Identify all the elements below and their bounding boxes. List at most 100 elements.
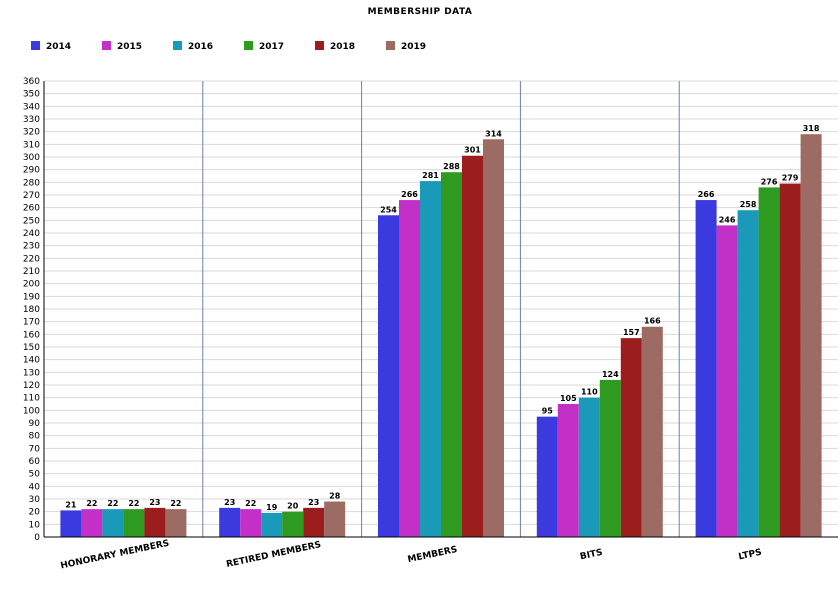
bar-2019-1 [324, 501, 346, 537]
y-tick-label-120: 120 [23, 381, 40, 391]
data-label-2017-4: 276 [761, 177, 778, 186]
bar-2018-2 [462, 155, 483, 537]
bar-2018-3 [620, 338, 642, 537]
y-tick-label-250: 250 [23, 216, 40, 226]
data-label-2017-3: 124 [602, 370, 619, 379]
y-tick-label-160: 160 [23, 330, 40, 340]
data-label-2015-1: 22 [245, 499, 256, 508]
data-label-2016-2: 281 [422, 171, 439, 180]
y-tick-label-270: 270 [23, 191, 40, 201]
bar-2017-3 [599, 379, 621, 537]
legend-swatch-2016 [173, 41, 182, 50]
bar-2019-4 [800, 134, 822, 537]
bar-2018-4 [779, 183, 801, 537]
data-label-2018-2: 301 [464, 146, 481, 155]
bar-2015-4 [716, 225, 738, 537]
bar-2017-4 [758, 187, 780, 537]
y-tick-label-70: 70 [29, 444, 41, 454]
y-tick-label-130: 130 [23, 368, 40, 378]
bar-2014-3 [536, 416, 558, 537]
y-tick-label-280: 280 [23, 178, 40, 188]
data-label-2014-4: 266 [698, 190, 715, 199]
y-axis-ticks: 0 10 20 30 40 50 60 70 80 90 100 110 120 130 140 150 160… [23, 77, 40, 543]
data-label-2016-4: 258 [740, 200, 757, 209]
bar-2017-0 [123, 509, 145, 537]
bar-2014-0 [60, 510, 82, 537]
y-tick-label-260: 260 [23, 204, 40, 214]
y-tick-label-220: 220 [23, 254, 40, 264]
bar-2016-1 [261, 512, 283, 537]
legend-label-2017: 2017 [259, 42, 284, 52]
data-label-2014-1: 23 [224, 498, 235, 507]
data-label-2015-2: 266 [401, 190, 418, 199]
data-label-2017-1: 20 [287, 502, 299, 511]
y-tick-label-80: 80 [29, 432, 41, 442]
bar-2014-1 [219, 507, 241, 537]
bar-2016-2 [420, 181, 441, 538]
data-label-2016-0: 22 [107, 499, 118, 508]
category-label-4: LTPS [738, 548, 763, 563]
y-tick-label-230: 230 [23, 242, 40, 252]
bars [60, 134, 822, 538]
data-label-2019-3: 166 [644, 317, 661, 326]
legend-swatch-2015 [102, 41, 111, 50]
y-tick-label-210: 210 [23, 267, 40, 277]
data-label-2017-2: 288 [443, 162, 460, 171]
axes [43, 81, 838, 538]
bar-2016-3 [578, 397, 600, 537]
data-label-2018-1: 23 [308, 498, 319, 507]
bar-2015-2 [399, 200, 420, 538]
y-tick-label-50: 50 [29, 470, 41, 480]
y-tick-label-10: 10 [29, 520, 41, 530]
legend-label-2016: 2016 [188, 42, 213, 52]
y-tick-label-290: 290 [23, 166, 40, 176]
bar-2019-3 [641, 326, 663, 537]
legend-label-2019: 2019 [401, 42, 426, 52]
data-label-2015-3: 105 [560, 394, 577, 403]
legend-label-2015: 2015 [117, 42, 142, 52]
legend-label-2014: 2014 [46, 42, 71, 52]
y-tick-label-180: 180 [23, 305, 40, 315]
legend-swatch-2014 [31, 41, 40, 50]
data-label-2015-4: 246 [719, 215, 736, 224]
data-label-2018-3: 157 [623, 328, 640, 337]
y-tick-label-350: 350 [23, 90, 40, 100]
y-tick-label-340: 340 [23, 102, 40, 112]
y-tick-label-30: 30 [29, 495, 41, 505]
data-label-2018-0: 23 [149, 498, 160, 507]
bar-2017-1 [282, 511, 304, 537]
chart-title: MEMBERSHIP DATA [368, 7, 473, 17]
bar-2018-0 [144, 507, 166, 537]
y-tick-label-330: 330 [23, 115, 40, 125]
y-tick-label-20: 20 [29, 508, 41, 518]
bar-2015-3 [557, 404, 579, 537]
data-label-2017-0: 22 [128, 499, 139, 508]
legend-swatch-2017 [244, 41, 253, 50]
y-tick-label-310: 310 [23, 140, 40, 150]
data-label-2016-1: 19 [266, 503, 278, 512]
bar-2018-1 [303, 507, 325, 537]
y-tick-label-140: 140 [23, 356, 40, 366]
legend-swatch-2018 [315, 41, 324, 50]
bar-2015-0 [81, 509, 103, 537]
data-label-2019-1: 28 [329, 492, 341, 501]
data-label-2014-2: 254 [380, 205, 397, 214]
y-tick-label-320: 320 [23, 128, 40, 138]
data-label-2014-3: 95 [542, 407, 554, 416]
bar-2016-0 [102, 509, 124, 537]
data-labels: 21 22 22 22 23 22 23 22 19 20 23 28 254 266 281 288 301 3… [65, 124, 820, 512]
data-label-2018-4: 279 [782, 174, 799, 183]
legend-swatch-2019 [386, 41, 395, 50]
y-tick-label-90: 90 [29, 419, 41, 429]
bar-2015-1 [240, 509, 262, 537]
data-label-2015-0: 22 [86, 499, 97, 508]
y-tick-label-190: 190 [23, 292, 40, 302]
category-label-3: BITS [579, 548, 603, 563]
y-tick-label-170: 170 [23, 318, 40, 328]
data-label-2016-3: 110 [581, 388, 598, 397]
data-label-2019-0: 22 [170, 499, 181, 508]
y-tick-label-40: 40 [29, 482, 41, 492]
bar-2019-0 [165, 509, 187, 537]
y-tick-label-360: 360 [23, 77, 40, 87]
